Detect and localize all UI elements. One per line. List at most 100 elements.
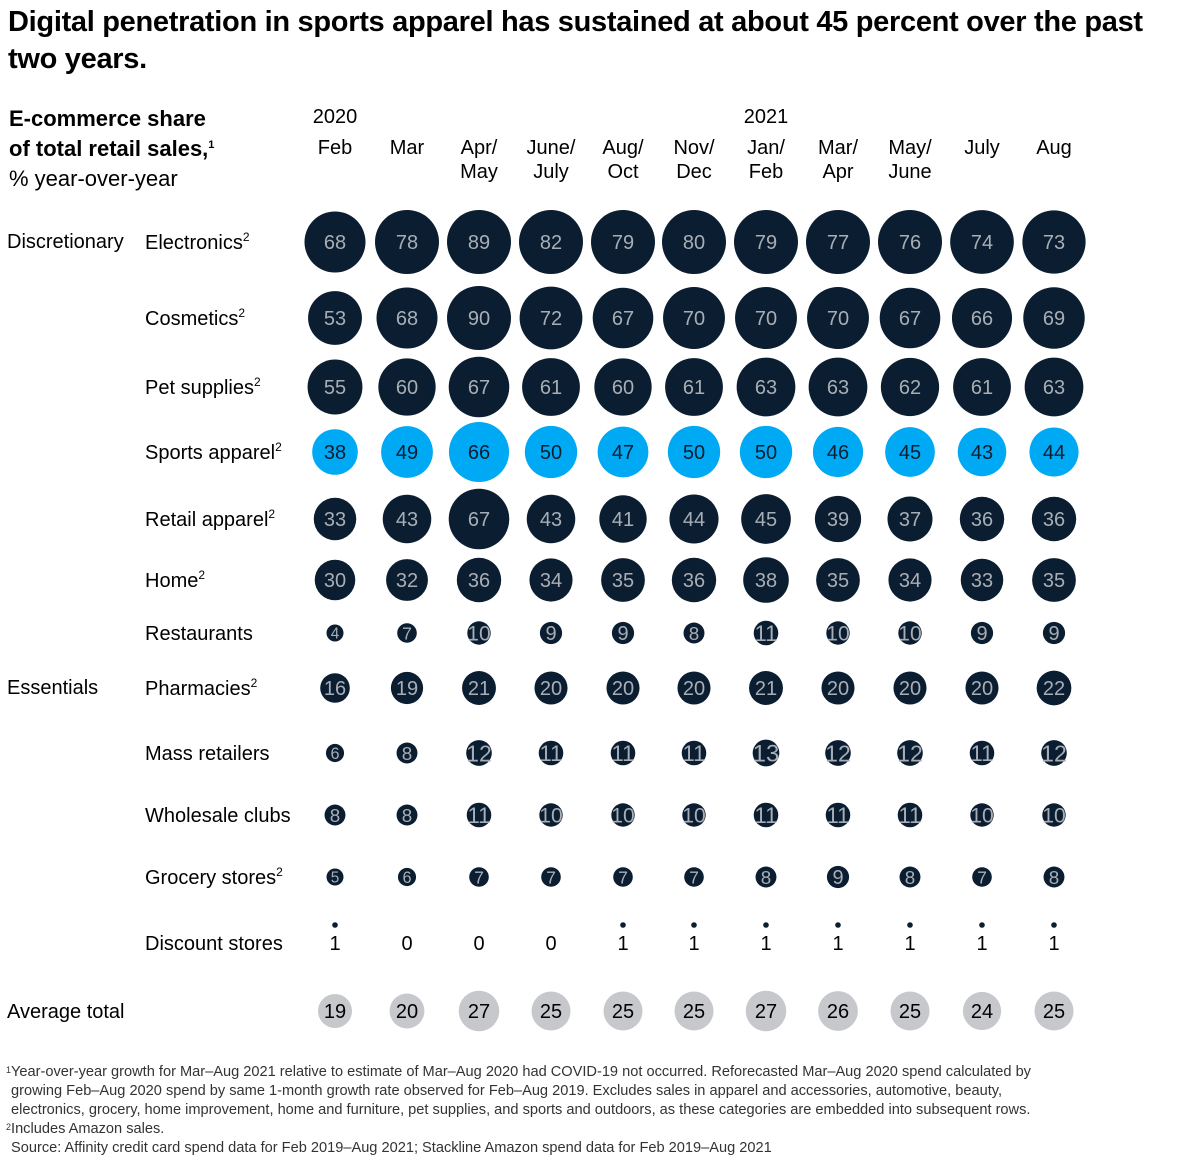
row-label-grocery-stores: Grocery stores2 (145, 865, 283, 889)
bubble-average-total-7 (818, 991, 858, 1031)
bubble-restaurants-2 (467, 621, 491, 645)
period-label-4-line-2: Oct (607, 161, 639, 183)
bubble-mass-retailers-1 (396, 742, 418, 764)
value-retail-apparel-0: 33 (324, 509, 346, 531)
bubble-home-7 (816, 558, 860, 602)
value-wholesale-clubs-2: 11 (468, 803, 491, 828)
bubble-cosmetics-4 (592, 287, 654, 349)
bubble-pet-supplies-9 (953, 358, 1011, 416)
period-label-3-line-2: July (533, 161, 569, 183)
bubble-home-6 (743, 557, 789, 603)
bubble-pharmacies-9 (965, 671, 999, 705)
bubble-mass-retailers-9 (969, 740, 995, 766)
bubble-electronics-3 (519, 210, 583, 274)
bubble-electronics-10 (1022, 210, 1086, 274)
value-grocery-stores-9: 7 (977, 867, 987, 887)
bubble-electronics-6 (734, 210, 798, 274)
value-restaurants-1: 7 (402, 623, 412, 643)
bubble-cosmetics-7 (807, 287, 869, 349)
bubble-sports-apparel-4 (597, 426, 649, 478)
value-average-total-5: 25 (683, 1001, 705, 1023)
bubble-restaurants-10 (1042, 621, 1066, 645)
bubble-wholesale-clubs-10 (1042, 803, 1066, 827)
bubble-discount-stores-4 (620, 922, 626, 928)
bubble-mass-retailers-7 (825, 740, 851, 766)
value-electronics-3: 82 (540, 232, 562, 254)
bubble-pet-supplies-8 (880, 357, 940, 417)
value-grocery-stores-5: 7 (689, 867, 699, 887)
value-mass-retailers-8: 12 (897, 740, 923, 766)
bubble-wholesale-clubs-4 (611, 803, 635, 827)
bubble-pet-supplies-6 (736, 357, 796, 417)
bubble-wholesale-clubs-0 (324, 804, 346, 826)
value-pharmacies-3: 20 (540, 678, 562, 700)
value-retail-apparel-8: 37 (899, 509, 921, 531)
period-label-6: Jan/ (747, 137, 785, 159)
row-label-discount-stores: Discount stores (145, 933, 283, 955)
bubble-retail-apparel-8 (887, 496, 933, 542)
value-average-total-0: 19 (324, 1001, 346, 1023)
value-electronics-1: 78 (396, 232, 418, 254)
value-discount-stores-9: 1 (976, 933, 987, 955)
value-grocery-stores-3: 7 (546, 867, 556, 887)
bubble-pet-supplies-2 (448, 356, 510, 418)
bubble-electronics-8 (878, 210, 942, 274)
value-retail-apparel-2: 67 (468, 509, 490, 531)
value-restaurants-5: 8 (689, 623, 699, 644)
row-label-pet-supplies: Pet supplies2 (145, 375, 261, 399)
value-grocery-stores-7: 9 (832, 867, 843, 889)
bubble-pharmacies-6 (749, 671, 783, 705)
value-sports-apparel-4: 47 (612, 442, 634, 464)
value-wholesale-clubs-3: 10 (539, 805, 562, 828)
value-discount-stores-3: 0 (545, 933, 556, 955)
value-pharmacies-1: 19 (396, 678, 418, 700)
value-home-1: 32 (396, 570, 418, 592)
value-discount-stores-6: 1 (760, 933, 771, 955)
bubble-retail-apparel-1 (382, 494, 432, 544)
value-wholesale-clubs-0: 8 (330, 805, 340, 826)
bubble-restaurants-9 (970, 621, 994, 645)
bubble-cosmetics-2 (447, 286, 511, 350)
period-label-8: May/ (888, 137, 932, 159)
value-average-total-9: 24 (971, 1001, 993, 1023)
value-restaurants-9: 9 (976, 623, 987, 645)
bubble-discount-stores-8 (907, 922, 913, 928)
bubble-pet-supplies-4 (594, 358, 652, 416)
bubble-sports-apparel-5 (667, 425, 721, 479)
value-wholesale-clubs-9: 10 (970, 805, 993, 828)
value-cosmetics-6: 70 (755, 308, 777, 330)
period-label-2-line-2: May (460, 161, 498, 183)
subtitle-line-2: of total retail sales,1 (9, 134, 214, 164)
value-restaurants-7: 10 (826, 623, 849, 646)
bubble-home-4 (601, 558, 645, 602)
bubble-retail-apparel-9 (959, 496, 1005, 542)
bubble-pet-supplies-0 (307, 359, 363, 415)
value-retail-apparel-7: 39 (827, 509, 849, 531)
year-label-2021: 2021 (744, 106, 789, 128)
bubble-home-3 (529, 558, 573, 602)
bubble-sports-apparel-0 (312, 429, 358, 475)
bubble-cosmetics-3 (519, 286, 583, 350)
bubble-pharmacies-8 (893, 671, 927, 705)
value-pharmacies-2: 21 (468, 678, 490, 700)
value-pharmacies-9: 20 (971, 678, 993, 700)
value-retail-apparel-6: 45 (755, 509, 777, 531)
value-wholesale-clubs-1: 8 (402, 805, 412, 826)
bubble-sports-apparel-9 (957, 427, 1007, 477)
value-average-total-1: 20 (396, 1001, 418, 1023)
group-label-discretionary: Discretionary (7, 231, 124, 253)
bubble-home-10 (1032, 558, 1076, 602)
value-electronics-0: 68 (324, 232, 346, 254)
value-electronics-5: 80 (683, 232, 705, 254)
value-home-8: 34 (899, 570, 921, 592)
value-sports-apparel-7: 46 (827, 442, 849, 464)
bubble-restaurants-4 (611, 621, 635, 645)
value-cosmetics-3: 72 (540, 308, 562, 330)
bubble-sports-apparel-8 (885, 427, 935, 477)
bubble-pet-supplies-3 (522, 358, 580, 416)
period-label-7: Mar/ (818, 137, 858, 159)
value-cosmetics-9: 66 (971, 308, 993, 330)
value-retail-apparel-4: 41 (612, 509, 634, 531)
bubble-average-total-3 (531, 991, 571, 1031)
value-restaurants-0: 4 (331, 626, 340, 643)
